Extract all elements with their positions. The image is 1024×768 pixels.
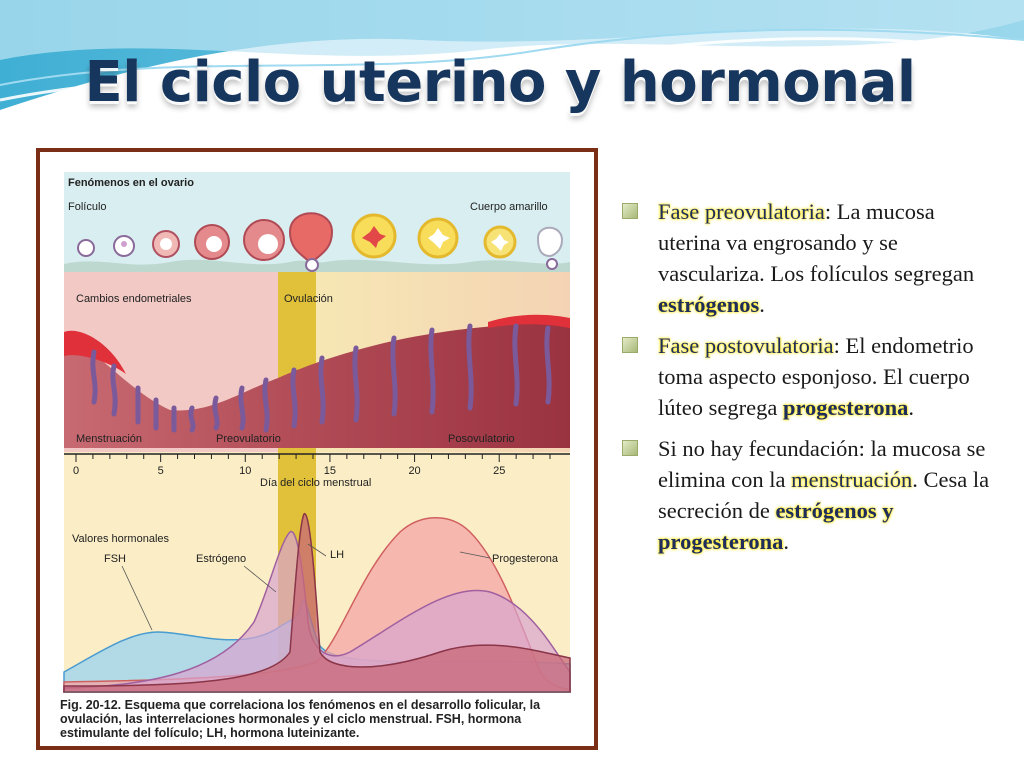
day-axis-label: Día del ciclo menstrual [260, 477, 371, 489]
bullet-hormone: progesterona [782, 395, 909, 420]
lh-curve [63, 513, 571, 693]
bullet-hormone: estrógenos [658, 292, 760, 317]
postovulatory-label: Posovulatorio [448, 433, 515, 445]
uterine-glands [90, 323, 552, 433]
follicles-icon [77, 212, 564, 272]
day-axis-ticks: 0 5 10 15 20 25 [73, 454, 551, 477]
bullet-text: : La mucosa uterina va engrosando y se v… [658, 199, 975, 286]
bullet-no-fertilization: Si no hay fecundación: la mucosa se elim… [622, 433, 1002, 557]
menstruation-label: Menstruación [76, 433, 142, 445]
bullet-end: . [759, 292, 765, 317]
bullet-text: Si no hay fecundación: la mucosa se elim… [658, 436, 986, 492]
hormone-header: Valores hormonales [72, 533, 170, 545]
preovulatory-label: Preovulatorio [216, 433, 281, 445]
fsh-label: FSH [104, 553, 126, 565]
follicle-label: Folículo [68, 201, 107, 213]
caption-number: Fig. 20-12. [60, 698, 122, 712]
bullet-preovulatory: Fase preovulatoria: La mucosa uterina va… [622, 196, 1002, 320]
bullet-hormone: estrógenos y progesterona [658, 498, 894, 554]
lh-label: LH [330, 549, 344, 561]
bullet-term: menstruación [791, 467, 913, 492]
bullet-square-icon [622, 337, 638, 353]
bullet-postovulatory: Fase postovulatoria: El endometrio toma … [622, 330, 1002, 423]
cycle-diagram: 0 5 10 15 20 25 Fenómenos en el ovario Folícu… [63, 172, 571, 693]
bullet-end: . [783, 529, 790, 554]
bullet-text: : El endometrio toma aspecto esponjoso. … [658, 333, 974, 420]
bullet-term: Fase postovulatoria [658, 333, 834, 358]
ovulation-label: Ovulación [284, 293, 333, 305]
day-tick-label: 10 [239, 465, 251, 477]
day-tick-label: 5 [158, 465, 164, 477]
ovary-header: Fenómenos en el ovario [68, 177, 194, 189]
bullet-list: Fase preovulatoria: La mucosa uterina va… [622, 196, 1002, 567]
figure-frame: 0 5 10 15 20 25 Fenómenos en el ovario Folícu… [36, 148, 598, 750]
day-tick-label: 15 [324, 465, 336, 477]
endometrial-label: Cambios endometriales [76, 293, 192, 305]
day-tick-label: 0 [73, 465, 79, 477]
caption-text: Esquema que correlaciona los fenómenos e… [60, 698, 541, 740]
bullet-end: . [908, 395, 914, 420]
day-tick-label: 25 [493, 465, 505, 477]
day-tick-label: 20 [408, 465, 420, 477]
bullet-text: . Cesa la secreción de [658, 467, 990, 523]
progesterone-label: Progesterona [492, 553, 559, 565]
bullet-term: Fase preovulatoria [658, 199, 825, 224]
slide-title: El ciclo uterino y hormonal [84, 50, 916, 115]
bullet-square-icon [622, 440, 638, 456]
bullet-square-icon [622, 203, 638, 219]
figure-caption: Fig. 20-12. Esquema que correlaciona los… [60, 698, 580, 740]
estrogen-label: Estrógeno [196, 553, 246, 565]
corpus-label: Cuerpo amarillo [470, 201, 548, 213]
